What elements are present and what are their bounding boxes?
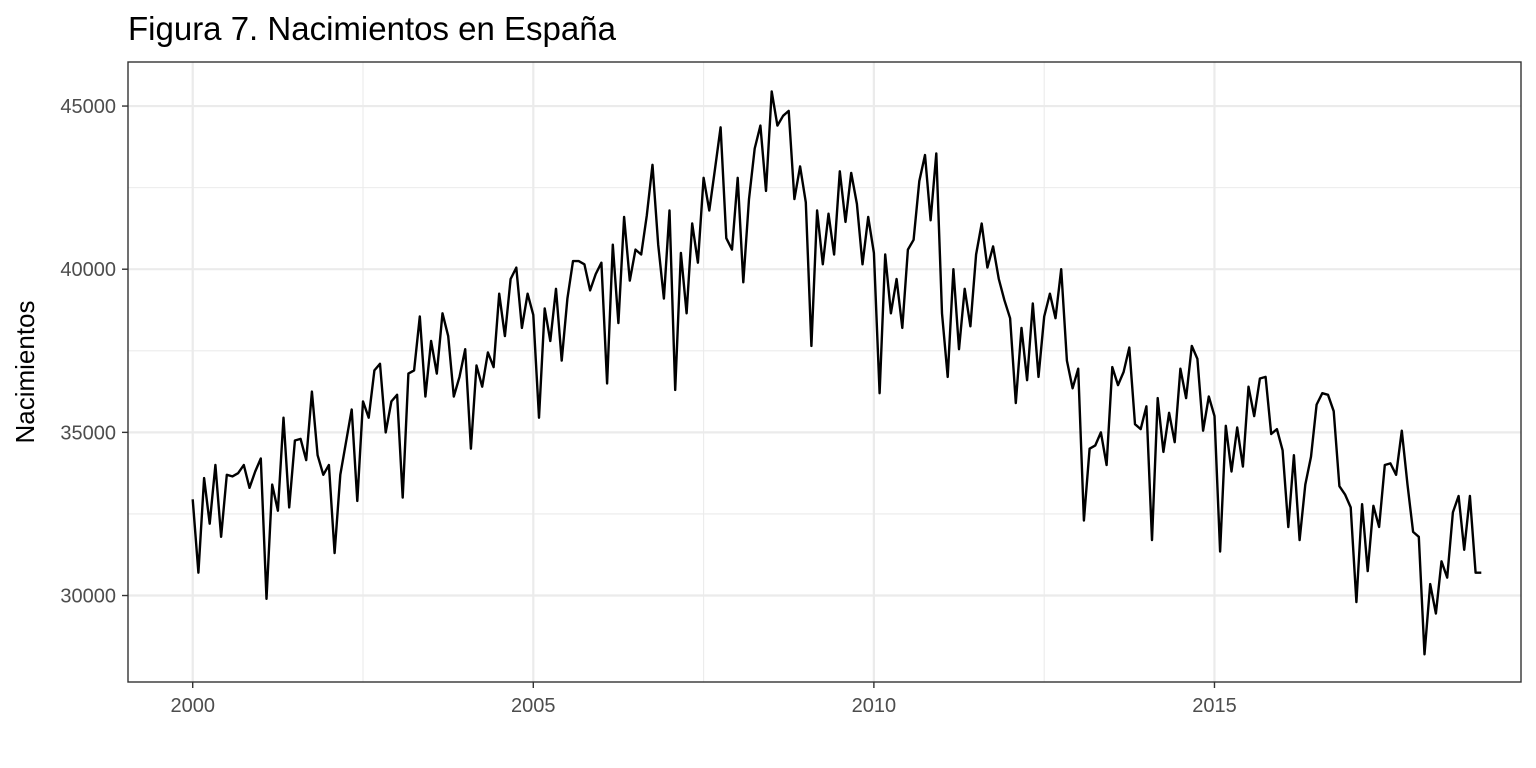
- chart-title: Figura 7. Nacimientos en España: [128, 10, 617, 47]
- y-tick-label: 30000: [60, 586, 116, 608]
- y-tick-label: 40000: [60, 259, 116, 281]
- x-tick-label: 2010: [852, 695, 897, 717]
- grid-lines: [128, 62, 1521, 682]
- series-layer: [191, 90, 1482, 656]
- plot-panel-border: [127, 61, 1522, 683]
- x-tick-label: 2000: [170, 695, 215, 717]
- axes: 2000 2005 2010 2015 30000 35000 40000 45000: [60, 96, 1236, 717]
- x-tick-label: 2005: [511, 695, 556, 717]
- series-line: [191, 90, 1482, 656]
- x-tick-label: 2015: [1192, 695, 1237, 717]
- y-tick-label: 35000: [60, 422, 116, 444]
- y-tick-label: 45000: [60, 96, 116, 118]
- y-axis-label: Nacimientos: [10, 300, 40, 443]
